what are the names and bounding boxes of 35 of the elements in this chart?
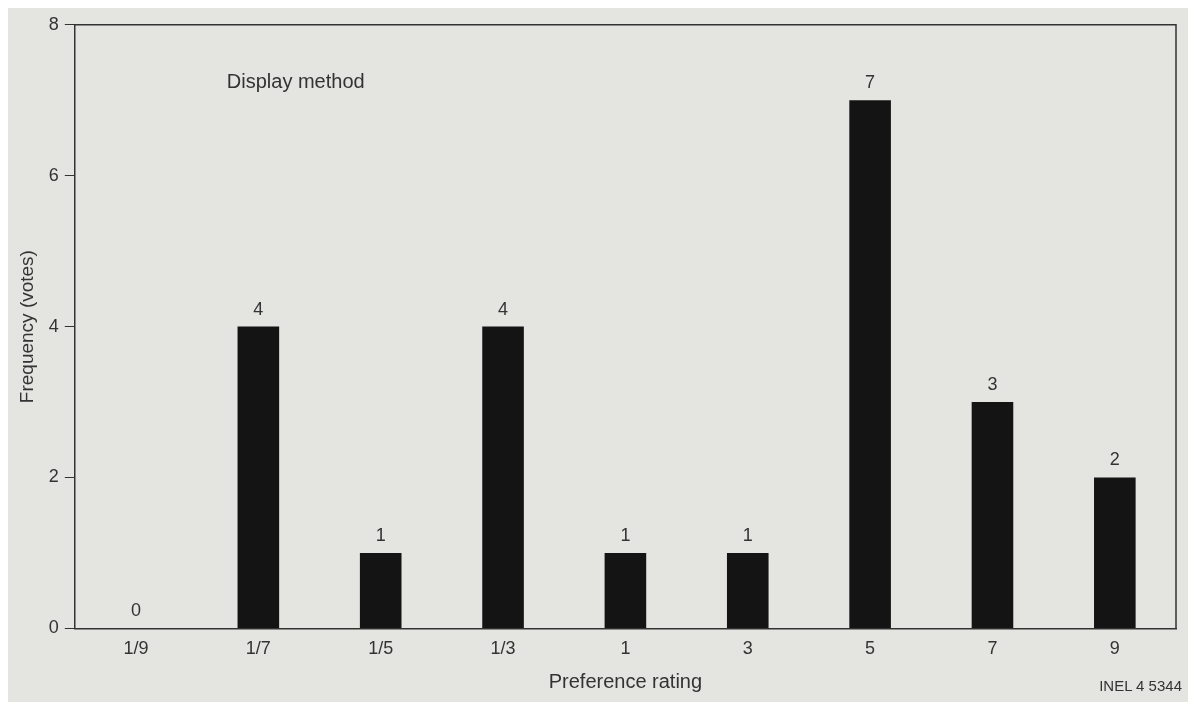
bar [237,326,280,628]
y-axis-title: Frequency (votes) [15,250,37,404]
x-tick-label: 1/7 [245,638,271,659]
x-tick-label: 7 [987,638,998,659]
data-label: 1 [620,524,631,545]
y-tick-label: 2 [48,466,59,487]
text: INEL 4 5344 [1099,676,1182,694]
x-tick-label: 9 [1109,638,1120,659]
data-label: 3 [987,374,998,395]
y-tick-label: 8 [48,13,59,34]
data-label: 1 [742,524,753,545]
data-label: 0 [130,600,141,621]
bar [971,402,1014,628]
x-tick-label: 1/3 [490,638,516,659]
data-label: 7 [865,72,876,93]
x-tick-label: 1/5 [368,638,394,659]
text: Display method [226,70,365,93]
x-tick-label: 1 [620,638,631,659]
bar [726,552,769,628]
x-axis-title: Preference rating [548,669,703,692]
data-label: 4 [498,298,509,319]
bar [604,552,647,628]
bar [359,552,402,628]
bar [849,100,891,628]
x-tick-label: 3 [742,638,753,659]
bar [482,326,524,628]
y-tick-label: 4 [48,315,59,336]
data-label: 4 [253,298,264,319]
bar [1094,477,1136,628]
x-tick-label: 5 [865,638,876,659]
data-label: 1 [375,524,386,545]
y-tick-label: 0 [48,617,59,638]
data-label: 2 [1109,449,1120,470]
x-tick-label: 1/9 [123,638,149,659]
y-tick-label: 6 [48,164,59,185]
